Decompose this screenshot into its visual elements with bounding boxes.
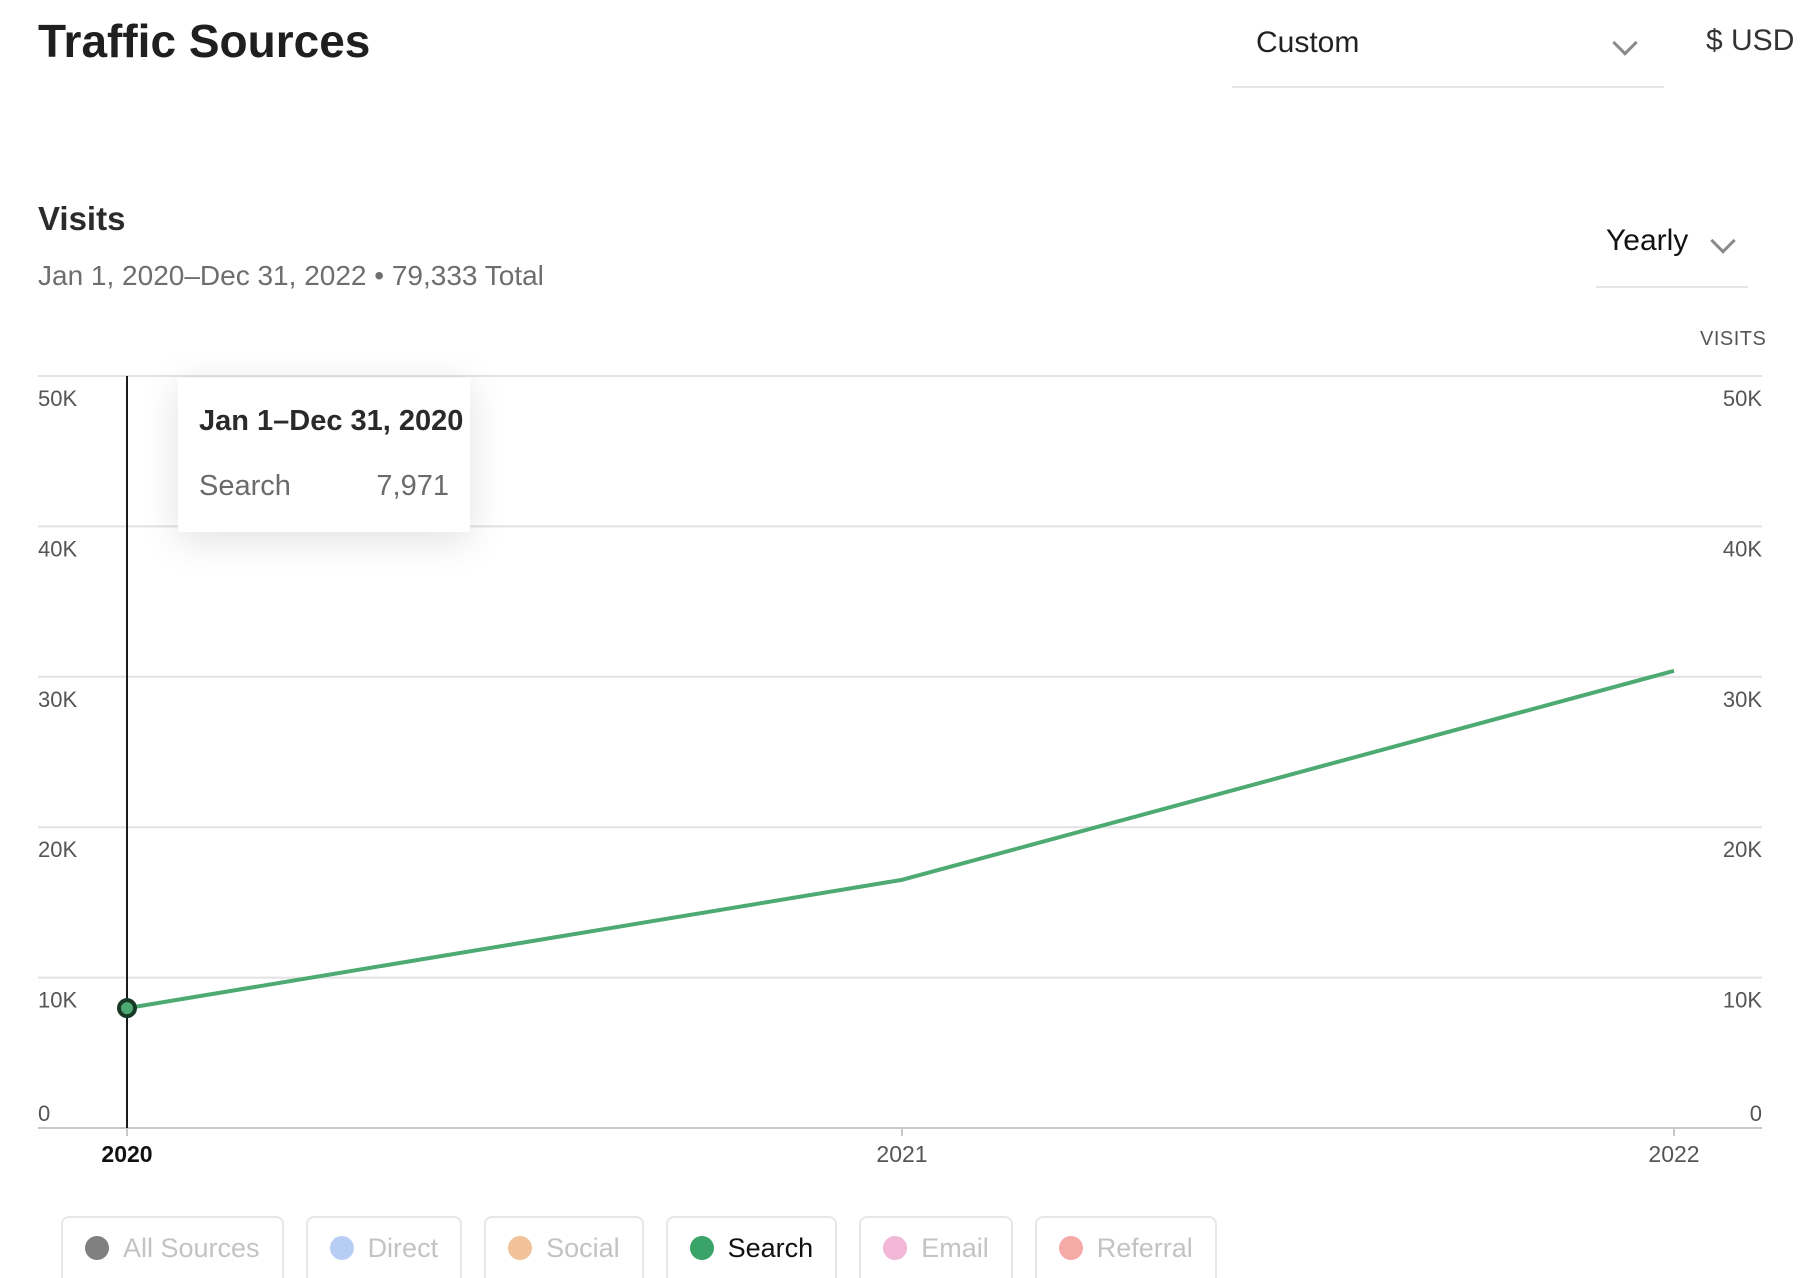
period-value: Yearly — [1606, 224, 1689, 257]
y-tick-label-right: 40K — [1723, 536, 1762, 561]
y-tick-label-right: 30K — [1723, 687, 1762, 712]
legend-chip-referral[interactable]: Referral — [1034, 1216, 1217, 1278]
legend-chip-social[interactable]: Social — [484, 1216, 644, 1278]
y-tick-label-right: 10K — [1723, 988, 1762, 1013]
y-tick-label-left: 40K — [38, 536, 77, 561]
data-point-highlighted[interactable] — [117, 998, 137, 1019]
right-axis-title: VISITS — [1700, 328, 1767, 350]
legend-dot-icon — [85, 1236, 109, 1260]
legend-label: Search — [727, 1232, 814, 1263]
y-tick-label-left: 20K — [38, 837, 77, 862]
date-range-select[interactable]: Custom — [1232, 18, 1664, 88]
legend-dot-icon — [689, 1236, 714, 1260]
legend-label: Social — [546, 1232, 620, 1263]
legend-dot-icon — [329, 1236, 354, 1260]
legend-chip-email[interactable]: Email — [859, 1216, 1013, 1278]
y-tick-label-right: 20K — [1723, 837, 1762, 862]
tooltip-value: 7,971 — [376, 470, 449, 502]
section-title: Visits — [38, 200, 126, 237]
legend-label: All Sources — [123, 1232, 260, 1263]
legend-chip-direct[interactable]: Direct — [305, 1216, 463, 1278]
legend-label: Referral — [1096, 1232, 1193, 1263]
tooltip-title: Jan 1–Dec 31, 2020 — [199, 405, 464, 437]
legend-label: Direct — [367, 1232, 439, 1263]
legend-dot-icon — [883, 1236, 908, 1260]
y-tick-label-left: 50K — [38, 386, 77, 411]
legend-dot-icon — [1058, 1236, 1083, 1260]
series-line-search[interactable] — [126, 668, 1675, 1011]
currency-selector[interactable]: $ USD — [1706, 24, 1795, 57]
period-select[interactable]: Yearly — [1596, 214, 1748, 288]
section-subtitle: Jan 1, 2020–Dec 31, 2022 • 79,333 Total — [38, 260, 544, 291]
y-tick-label-left: 30K — [38, 687, 77, 712]
x-tick-label: 2022 — [1648, 1141, 1699, 1167]
series-legend: All Sources Direct Social Search Email Referr… — [61, 1216, 1217, 1278]
chart-tooltip: Jan 1–Dec 31, 2020 Search 7,971 — [178, 378, 470, 532]
x-tick-label: 2020 — [101, 1141, 152, 1167]
x-tick-label: 2021 — [876, 1141, 927, 1167]
date-range-value: Custom — [1256, 26, 1360, 59]
page-title: Traffic Sources — [38, 15, 371, 67]
y-tick-label-left: 10K — [38, 988, 77, 1013]
legend-dot-icon — [508, 1236, 533, 1260]
legend-chip-search[interactable]: Search — [665, 1216, 838, 1278]
legend-chip-all-sources[interactable]: All Sources — [61, 1216, 284, 1278]
y-tick-label-left: 0 — [38, 1101, 50, 1126]
legend-label: Email — [921, 1232, 989, 1263]
tooltip-series-label: Search — [199, 470, 291, 502]
y-tick-label-right: 0 — [1750, 1101, 1762, 1126]
y-tick-label-right: 50K — [1723, 386, 1762, 411]
